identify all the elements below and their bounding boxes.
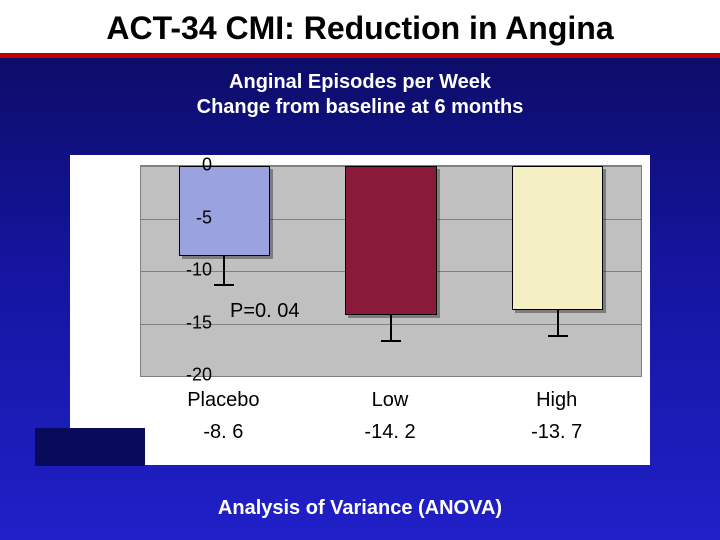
mask-box <box>35 428 145 466</box>
error-bar-cap <box>548 335 568 337</box>
y-tick-label: -20 <box>152 365 212 386</box>
gridline <box>141 376 641 377</box>
y-tick-label: -15 <box>152 312 212 333</box>
bar <box>512 166 604 310</box>
x-category-label: High <box>536 389 577 412</box>
footer-note: Analysis of Variance (ANOVA) <box>0 497 720 520</box>
bar <box>345 166 437 315</box>
plot-area <box>140 165 642 377</box>
title-band: ACT-34 CMI: Reduction in Angina <box>0 0 720 58</box>
error-bar-cap <box>381 340 401 342</box>
y-tick-label: -5 <box>152 207 212 228</box>
x-value-label: -14. 2 <box>364 421 415 444</box>
p-value-label: P=0. 04 <box>230 300 300 323</box>
chart-panel: 0 -5 -10 -15 -20 Placebo Low High -8. 6 -14. 2 -… <box>70 155 650 465</box>
x-category-label: Low <box>372 389 409 412</box>
subtitle-line2: Change from baseline at 6 months <box>0 95 720 120</box>
slide-title: ACT-34 CMI: Reduction in Angina <box>10 10 710 47</box>
error-bar-line <box>390 315 392 341</box>
error-bar-cap <box>214 284 234 286</box>
y-tick-label: -10 <box>152 260 212 281</box>
x-category-label: Placebo <box>187 389 259 412</box>
slide: ACT-34 CMI: Reduction in Angina Anginal … <box>0 0 720 540</box>
error-bar-line <box>557 310 559 336</box>
error-bar-line <box>223 256 225 284</box>
subtitle: Anginal Episodes per Week Change from ba… <box>0 70 720 120</box>
x-value-label: -8. 6 <box>203 421 243 444</box>
x-value-label: -13. 7 <box>531 421 582 444</box>
subtitle-line1: Anginal Episodes per Week <box>0 70 720 95</box>
y-tick-label: 0 <box>152 155 212 176</box>
